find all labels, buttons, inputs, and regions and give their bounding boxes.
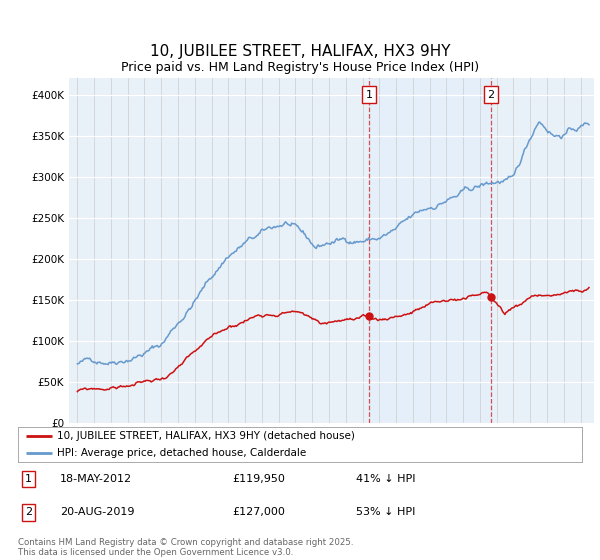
Text: 18-MAY-2012: 18-MAY-2012 (60, 474, 133, 484)
Text: 2: 2 (25, 507, 32, 517)
Text: 1: 1 (365, 90, 373, 100)
Text: 10, JUBILEE STREET, HALIFAX, HX3 9HY: 10, JUBILEE STREET, HALIFAX, HX3 9HY (150, 44, 450, 59)
Text: HPI: Average price, detached house, Calderdale: HPI: Average price, detached house, Cald… (58, 448, 307, 458)
Bar (369, 78, 491, 423)
Text: Contains HM Land Registry data © Crown copyright and database right 2025.
This d: Contains HM Land Registry data © Crown c… (18, 538, 353, 557)
Text: 41% ↓ HPI: 41% ↓ HPI (356, 474, 416, 484)
Text: 53% ↓ HPI: 53% ↓ HPI (356, 507, 416, 517)
Text: Price paid vs. HM Land Registry's House Price Index (HPI): Price paid vs. HM Land Registry's House … (121, 61, 479, 74)
Text: £119,950: £119,950 (232, 474, 285, 484)
Text: 2: 2 (487, 90, 494, 100)
Text: 10, JUBILEE STREET, HALIFAX, HX3 9HY (detached house): 10, JUBILEE STREET, HALIFAX, HX3 9HY (de… (58, 431, 355, 441)
Text: £127,000: £127,000 (232, 507, 285, 517)
Text: 1: 1 (25, 474, 32, 484)
Text: 20-AUG-2019: 20-AUG-2019 (60, 507, 135, 517)
